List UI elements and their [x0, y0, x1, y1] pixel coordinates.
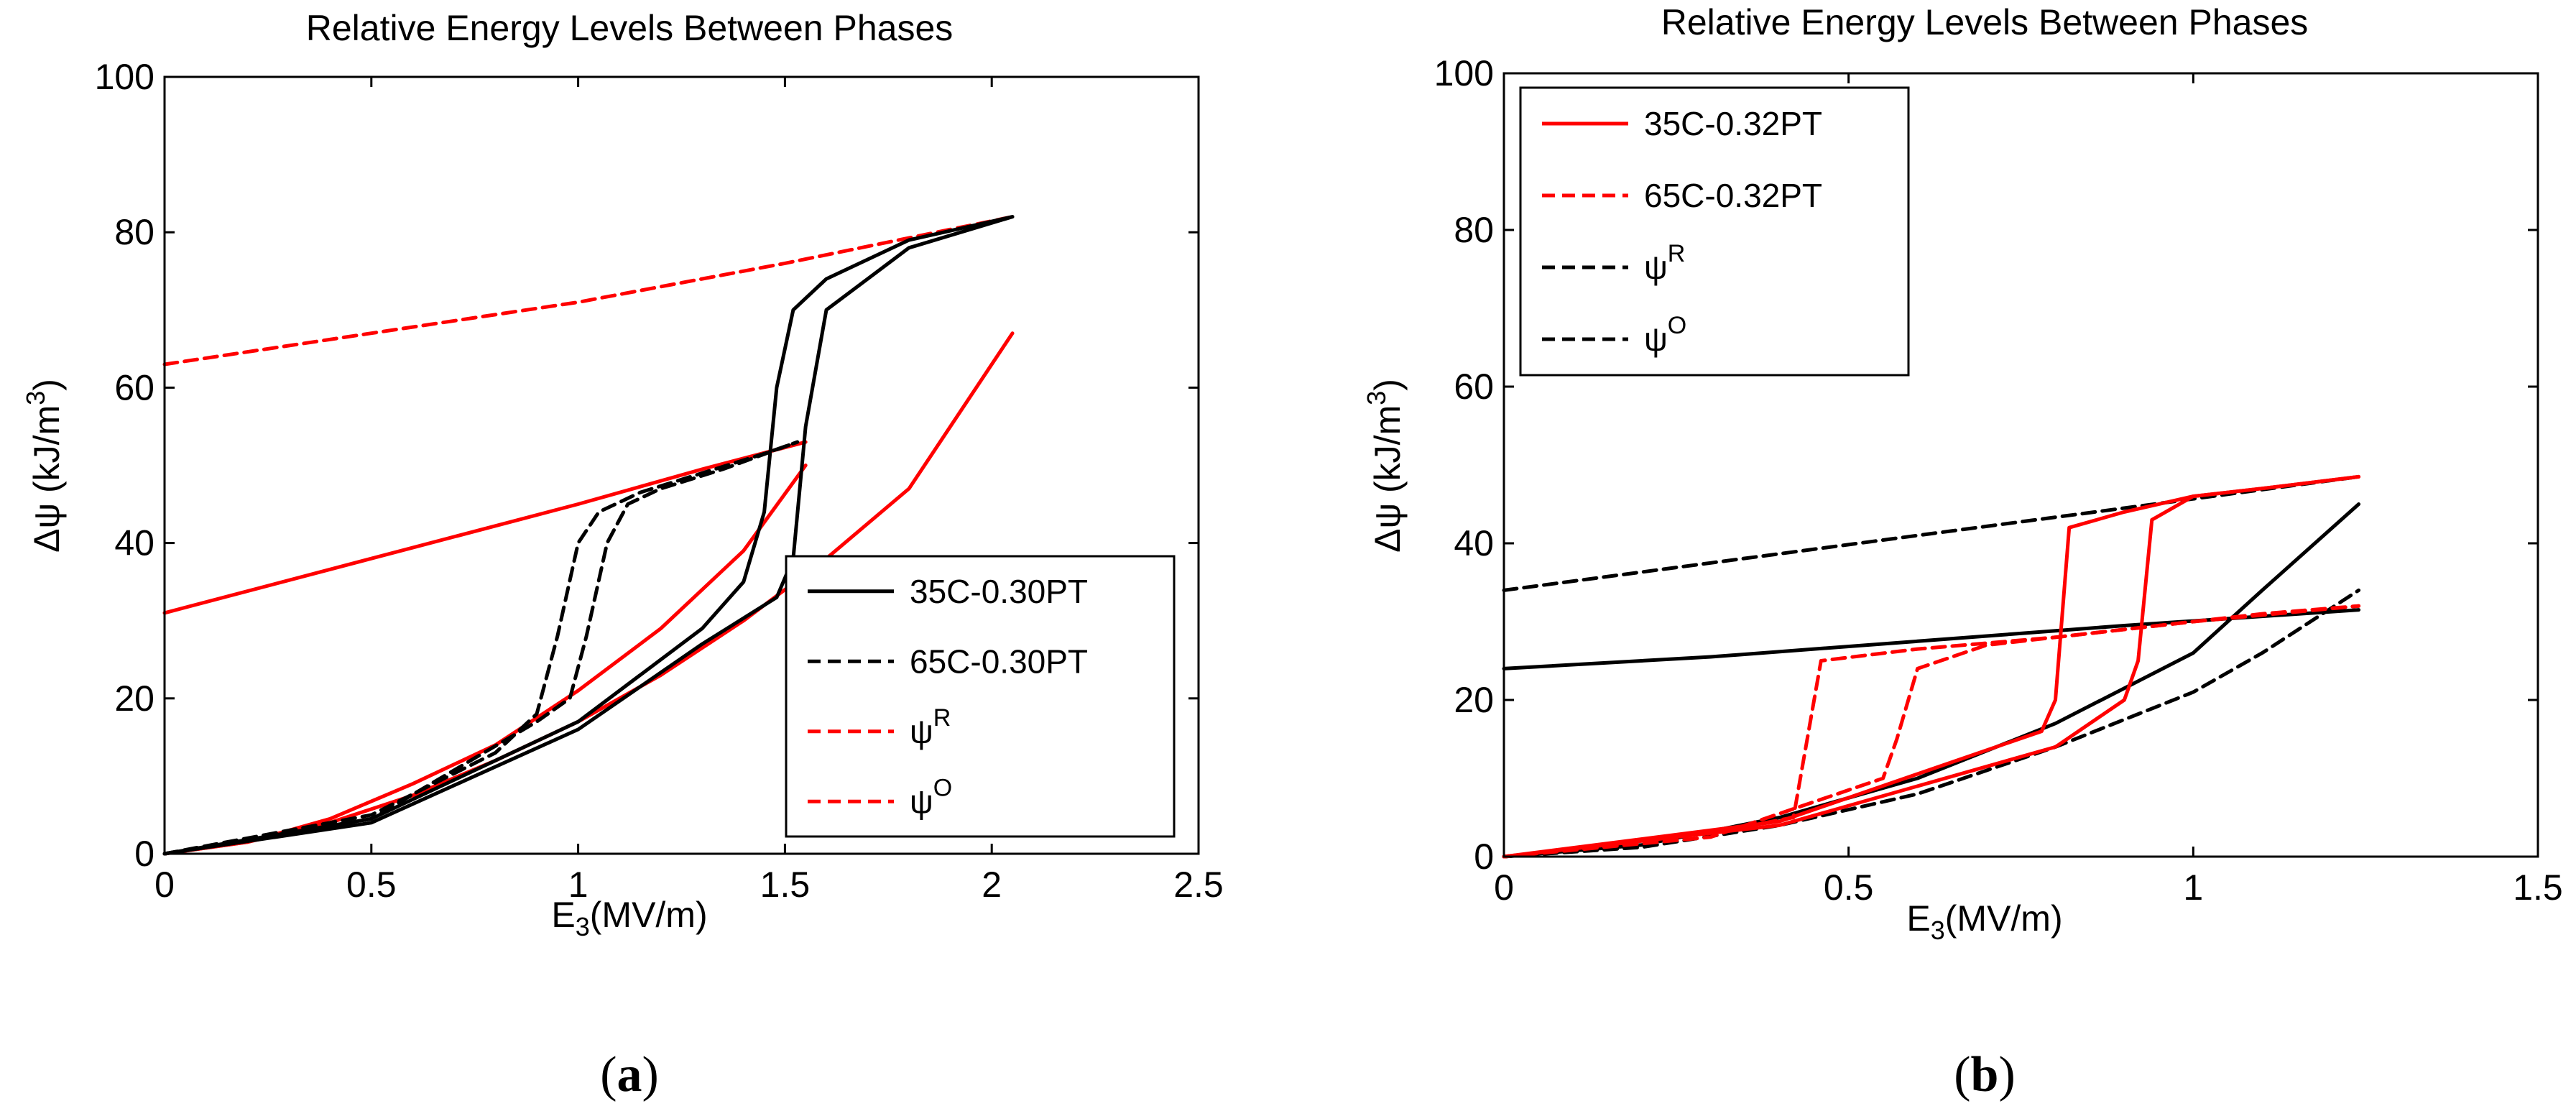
panel-a-series-line-8: [162, 440, 800, 856]
panel-a-legend: 35C-0.30PT 65C-0.30PT ψR ψO: [785, 555, 1176, 838]
panel-b-legend: 35C-0.32PT 65C-0.32PT ψR ψO: [1519, 86, 1910, 377]
panel-a-xtick-label: 0.5: [346, 865, 397, 905]
panel-a-series-line-7: [162, 440, 800, 856]
panel-b-plot: [1502, 474, 2361, 859]
panel-a-legend-label-3: ψR: [910, 704, 951, 750]
panel-b-xtick-label: 1.5: [2513, 867, 2563, 908]
panel-b-series-line-6: [1502, 474, 2361, 859]
panel-b-series-line-1: [1502, 474, 2361, 592]
panel-a-caption: (a): [600, 1047, 659, 1102]
panel-b-series-line-3: [1502, 502, 2361, 859]
panel-a-ytick-label: 60: [114, 367, 154, 407]
panel-b-title: Relative Energy Levels Between Phases: [1661, 2, 2309, 42]
panel-b-ylabel: Δψ (kJ/m3): [1362, 379, 1408, 553]
panel-a-ytick-label: 40: [114, 523, 154, 563]
panel-b-legend-label-3: ψR: [1644, 240, 1685, 286]
panel-a-legend-label-1: 35C-0.30PT: [910, 573, 1088, 610]
panel-b-ytick-label: 20: [1454, 680, 1494, 720]
panel-a-plot: [162, 215, 1015, 856]
panel-b-ytick-label: 100: [1434, 53, 1494, 93]
panel-a-xtick-label: 2.5: [1173, 865, 1224, 905]
panel-a-legend-entries: 35C-0.30PT 65C-0.30PT ψR ψO: [808, 573, 1088, 820]
panel-a-legend-label-4: ψO: [910, 774, 952, 820]
panel-a-title: Relative Energy Levels Between Phases: [306, 8, 954, 48]
panel-a-series-line-5: [162, 215, 1015, 856]
panel-a-series-line-2: [162, 440, 808, 615]
panel-b-legend-label-4: ψO: [1644, 312, 1686, 358]
panel-a-xtick-label: 1.5: [760, 865, 811, 905]
panel-b-legend-entries: 35C-0.32PT 65C-0.32PT ψR ψO: [1542, 105, 1822, 358]
panel-a-ytick-label: 100: [95, 57, 154, 97]
panel-b-axes: 0 0.5 1 1.5 0 20 40 60 80 100: [1434, 53, 2563, 908]
panel-b-legend-label-2: 65C-0.32PT: [1644, 177, 1822, 214]
panel-b-xtick-label: 0: [1494, 867, 1514, 908]
panel-a-xtick-label: 2: [982, 865, 1002, 905]
panel-b-xtick-label: 0.5: [1824, 867, 1874, 908]
panel-b-legend-label-1: 35C-0.32PT: [1644, 105, 1822, 142]
panel-b-ytick-label: 0: [1474, 837, 1494, 877]
panel-a-ytick-label: 20: [114, 678, 154, 719]
panel-a-ytick-label: 80: [114, 212, 154, 252]
panel-b-series-line-7: [1502, 604, 2361, 859]
panel-b-ytick-label: 40: [1454, 523, 1494, 563]
panel-a-axes: 0 0.5 1 1.5 2 2.5 0 20 40 60 80 100: [95, 57, 1224, 905]
panel-a-series-line-6: [162, 215, 1015, 856]
panel-a-ylabel: Δψ (kJ/m3): [21, 379, 67, 553]
panel-a-xtick-label: 0: [154, 865, 175, 905]
panel-b-ytick-label: 80: [1454, 210, 1494, 250]
panel-b-xtick-label: 1: [2183, 867, 2203, 908]
panel-b-frame: [1502, 72, 2539, 858]
panel-a-series-line-1: [162, 215, 1015, 367]
panel-b-series-line-8: [1502, 604, 2361, 859]
panel-b-legend-box: [1519, 86, 1910, 377]
panel-a-xlabel: E3(MV/m): [551, 895, 707, 941]
panel-a-xtick-label: 1: [568, 865, 588, 905]
panel-b-series-line-4: [1502, 588, 2361, 859]
panel-a-series-line-4: [162, 464, 808, 856]
panel-b-xlabel: E3(MV/m): [1906, 898, 2062, 945]
panel-b-caption: (b): [1954, 1047, 2016, 1102]
panel-b-ytick-label: 60: [1454, 367, 1494, 407]
panel-a-legend-label-2: 65C-0.30PT: [910, 642, 1088, 680]
panel-a-ytick-label: 0: [134, 834, 154, 874]
panel-a-legend-box: [785, 555, 1176, 838]
panel-a-frame: [163, 75, 1200, 855]
